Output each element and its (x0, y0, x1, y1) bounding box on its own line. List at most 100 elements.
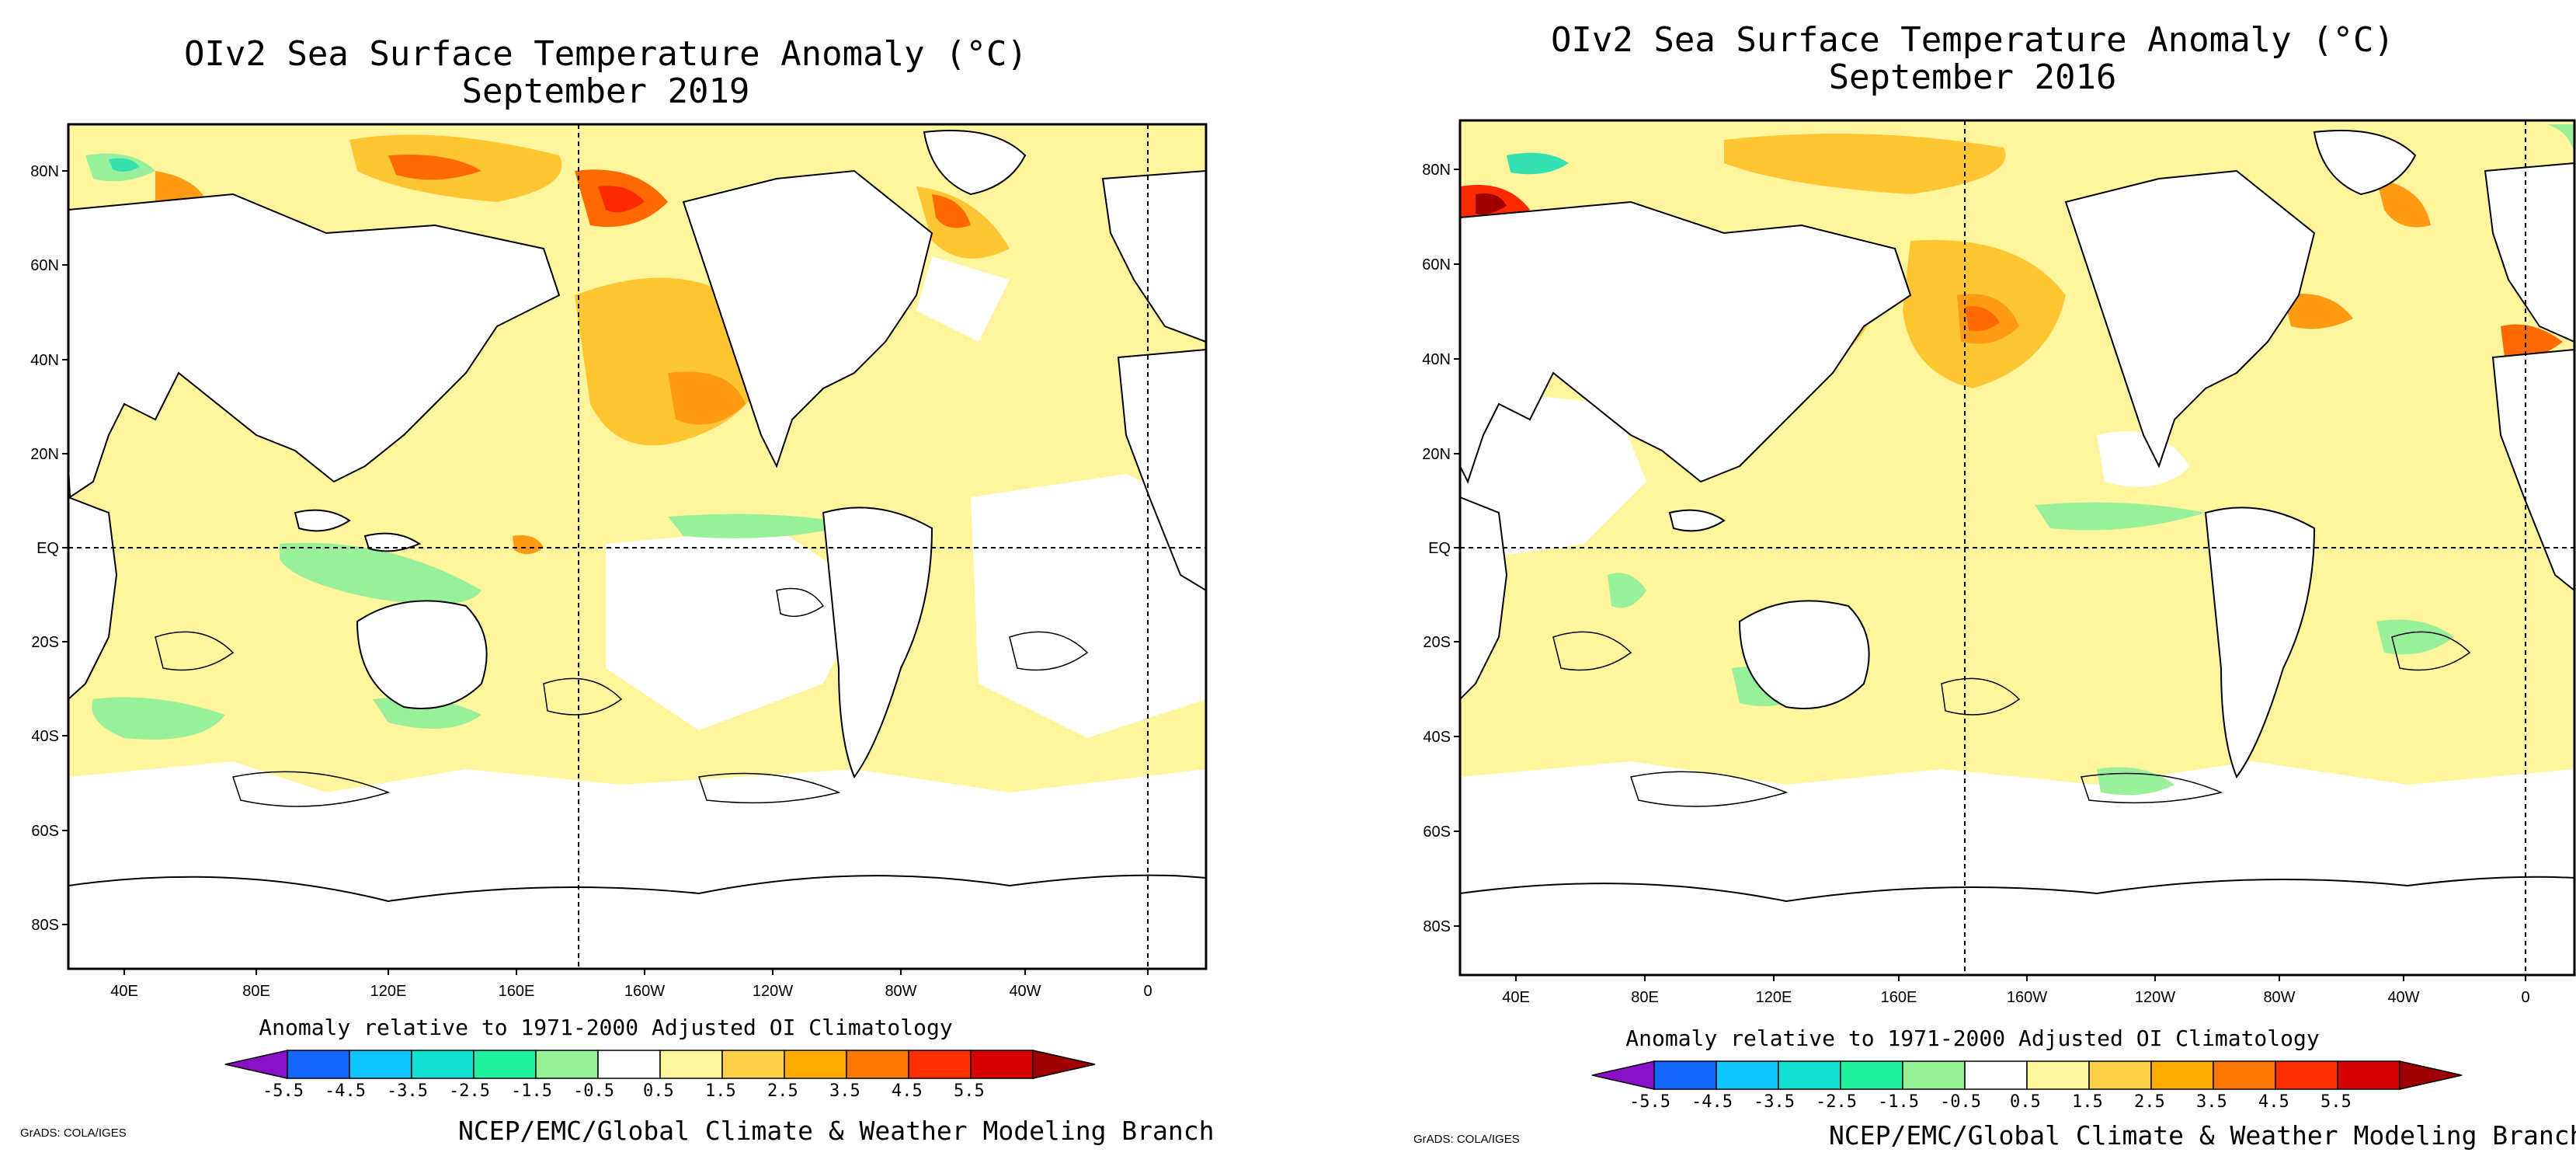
colorbar-arrow-low (224, 1050, 288, 1079)
credit: NCEP/EMC/Global Climate & Weather Modeli… (458, 1116, 1215, 1146)
colorbar-swatch (846, 1050, 909, 1079)
lat-label: 20N (1422, 446, 1451, 463)
colorbar-swatch (349, 1050, 412, 1079)
colorbar-swatch (721, 1050, 785, 1079)
colorbar-tick: 5.5 (2320, 1092, 2352, 1112)
colorbar-tick: 2.5 (767, 1081, 798, 1101)
colorbar-swatch (1716, 1060, 1779, 1090)
lat-label: 60N (30, 257, 59, 274)
lon-label: 80W (885, 983, 916, 1000)
lat-label: 20S (31, 634, 59, 651)
lat-label: 40S (31, 728, 59, 745)
lat-label: 80N (1422, 162, 1451, 179)
colorbar-tick: -1.5 (1878, 1092, 1919, 1112)
colorbar-tick: -5.5 (262, 1081, 304, 1101)
panel-subtitle: September 2016 (1828, 57, 2117, 97)
lat-label: EQ (37, 540, 59, 557)
lon-label: 160E (1881, 989, 1917, 1006)
lat-label: 60S (1423, 824, 1451, 841)
lon-label: 40E (1502, 989, 1530, 1006)
lon-label: 40W (2387, 989, 2419, 1006)
colorbar-swatch (2088, 1060, 2152, 1090)
panel-subtitle: September 2019 (461, 71, 750, 111)
credit: NCEP/EMC/Global Climate & Weather Modeli… (1829, 1120, 2576, 1151)
grads-label: GrADS: COLA/IGES (1413, 1133, 1520, 1146)
colorbar-tick: -0.5 (573, 1081, 614, 1101)
colorbar-tick: 3.5 (2196, 1092, 2227, 1112)
colorbar-note: Anomaly relative to 1971-2000 Adjusted O… (259, 1015, 953, 1040)
colorbar-tick: 1.5 (2072, 1092, 2103, 1112)
colorbar-swatch (411, 1050, 475, 1079)
colorbar-tick: 1.5 (705, 1081, 736, 1101)
colorbar-tick: -2.5 (449, 1081, 490, 1101)
lon-label: 120W (2135, 989, 2175, 1006)
lat-label: 60N (1422, 256, 1451, 273)
colorbar-tick: 2.5 (2134, 1092, 2165, 1112)
colorbar-swatch (2026, 1060, 2090, 1090)
lat-label: 80N (30, 163, 59, 180)
sst-anomaly-map: 80N 60N 40N 20N EQ 20S 40S 60S 80S 40E 8… (1422, 119, 2576, 1006)
colorbar-swatch (287, 1050, 350, 1079)
lat-label: 80S (31, 917, 59, 934)
lat-label: 60S (31, 823, 59, 840)
lon-label: 0 (1143, 983, 1152, 1000)
colorbar-swatch (1778, 1060, 1841, 1090)
lat-label: 40N (30, 352, 59, 369)
colorbar-swatch (2150, 1060, 2214, 1090)
lon-label: 160E (499, 983, 535, 1000)
colorbar-tick: 5.5 (954, 1081, 985, 1101)
colorbar-tick: -2.5 (1816, 1092, 1857, 1112)
colorbar-tick: -4.5 (325, 1081, 366, 1101)
lat-label: 80S (1423, 918, 1451, 935)
panel-title: OIv2 Sea Surface Temperature Anomaly (°C… (1550, 20, 2395, 60)
colorbar-swatch (2337, 1060, 2400, 1090)
lon-label: 0 (2521, 989, 2529, 1006)
panel-2016: OIv2 Sea Surface Temperature Anomaly (°C… (1320, 0, 2576, 1170)
colorbar-tick: 3.5 (829, 1081, 860, 1101)
colorbar-tick: -1.5 (511, 1081, 552, 1101)
lon-label: 80E (242, 983, 270, 1000)
lon-label: 120W (753, 983, 793, 1000)
lon-label: 40E (110, 983, 138, 1000)
colorbar-tick: 0.5 (643, 1081, 674, 1101)
colorbar (224, 1050, 1096, 1079)
colorbar-tick: -0.5 (1940, 1092, 1981, 1112)
lon-label: 80W (2263, 989, 2295, 1006)
panel-2019: OIv2 Sea Surface Temperature Anomaly (°C… (0, 0, 1258, 1170)
grads-label: GrADS: COLA/IGES (20, 1126, 127, 1140)
sst-anomaly-map: 80N 60N 40N 20N EQ 20S 40S 60S 80S 40E 8… (30, 123, 1208, 1000)
lon-label: 120E (1756, 989, 1792, 1006)
colorbar-swatch (1902, 1060, 1966, 1090)
colorbar-tick: -3.5 (1754, 1092, 1795, 1112)
lon-label: 160W (624, 983, 665, 1000)
colorbar-swatch (2213, 1060, 2276, 1090)
lon-label: 40W (1009, 983, 1041, 1000)
lon-label: 80E (1631, 989, 1659, 1006)
colorbar-swatch (1653, 1060, 1717, 1090)
colorbar-swatch (659, 1050, 723, 1079)
colorbar-tick: -4.5 (1691, 1092, 1733, 1112)
lat-label: EQ (1428, 540, 1451, 557)
colorbar-swatch (1964, 1060, 2028, 1090)
lat-label: 40S (1423, 729, 1451, 746)
colorbar-ticks: -5.5 -4.5 -3.5 -2.5 -1.5 -0.5 0.5 1.5 2.… (0, 1081, 1258, 1105)
lon-label: 160W (2007, 989, 2047, 1006)
panel-title: OIv2 Sea Surface Temperature Anomaly (°C… (183, 34, 1028, 74)
colorbar-note: Anomaly relative to 1971-2000 Adjusted O… (1625, 1025, 2320, 1051)
colorbar-tick: -5.5 (1629, 1092, 1670, 1112)
colorbar-swatch (597, 1050, 661, 1079)
colorbar-ticks: -5.5 -4.5 -3.5 -2.5 -1.5 -0.5 0.5 1.5 2.… (1320, 1092, 2576, 1116)
colorbar-swatch (473, 1050, 537, 1079)
colorbar-swatch (784, 1050, 847, 1079)
lat-label: 40N (1422, 351, 1451, 368)
colorbar-swatch (970, 1050, 1034, 1079)
lon-label: 120E (370, 983, 407, 1000)
colorbar-tick: 4.5 (2258, 1092, 2289, 1112)
colorbar (1591, 1060, 2463, 1090)
colorbar-tick: 0.5 (2010, 1092, 2041, 1112)
lat-label: 20N (30, 446, 59, 463)
colorbar-arrow-high (1032, 1050, 1096, 1079)
colorbar-arrow-high (2399, 1060, 2463, 1090)
colorbar-tick: 4.5 (892, 1081, 923, 1101)
colorbar-swatch (908, 1050, 972, 1079)
